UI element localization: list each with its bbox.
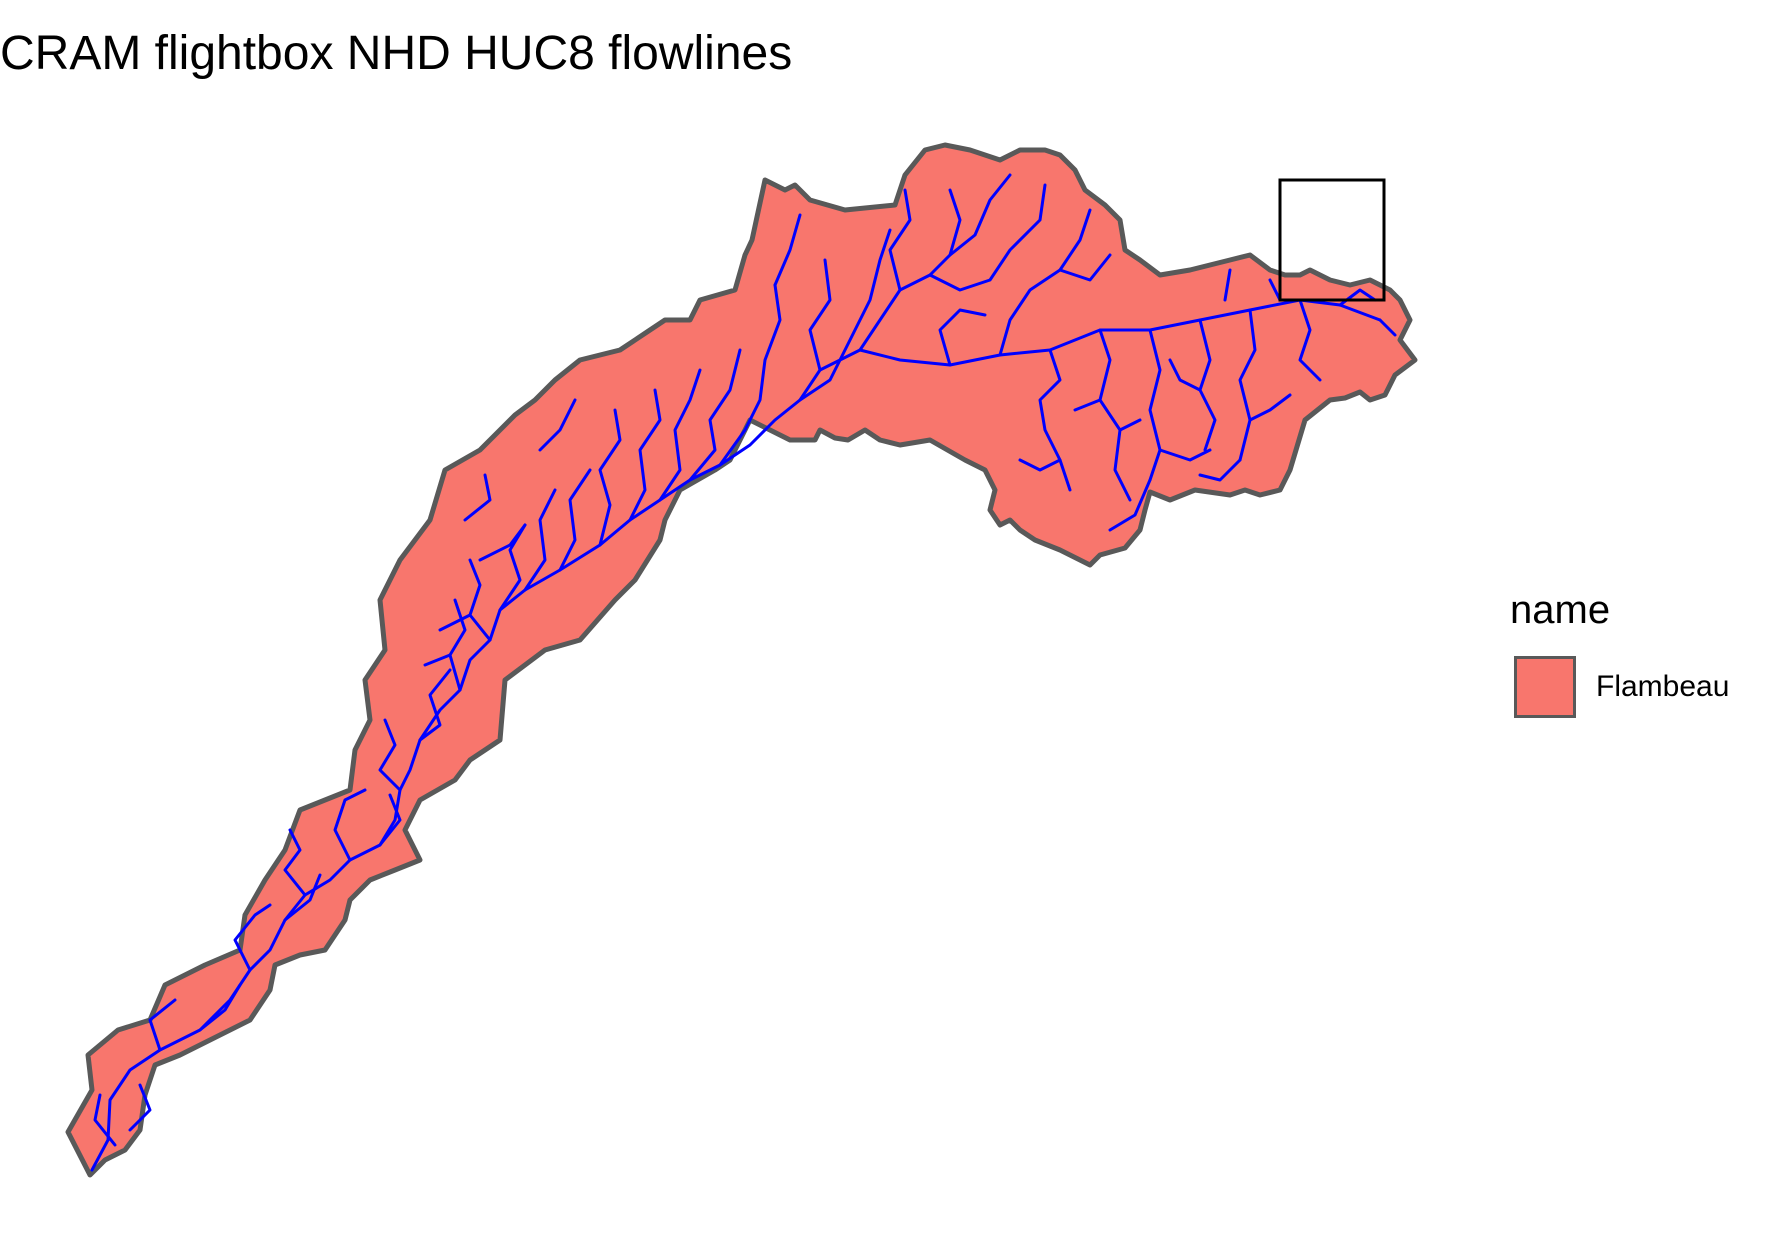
legend-label-flambeau: Flambeau — [1596, 670, 1729, 704]
flambeau-watershed-polygon — [68, 145, 1415, 1175]
legend-key-flambeau — [1514, 656, 1576, 718]
legend-title: name — [1510, 588, 1610, 633]
